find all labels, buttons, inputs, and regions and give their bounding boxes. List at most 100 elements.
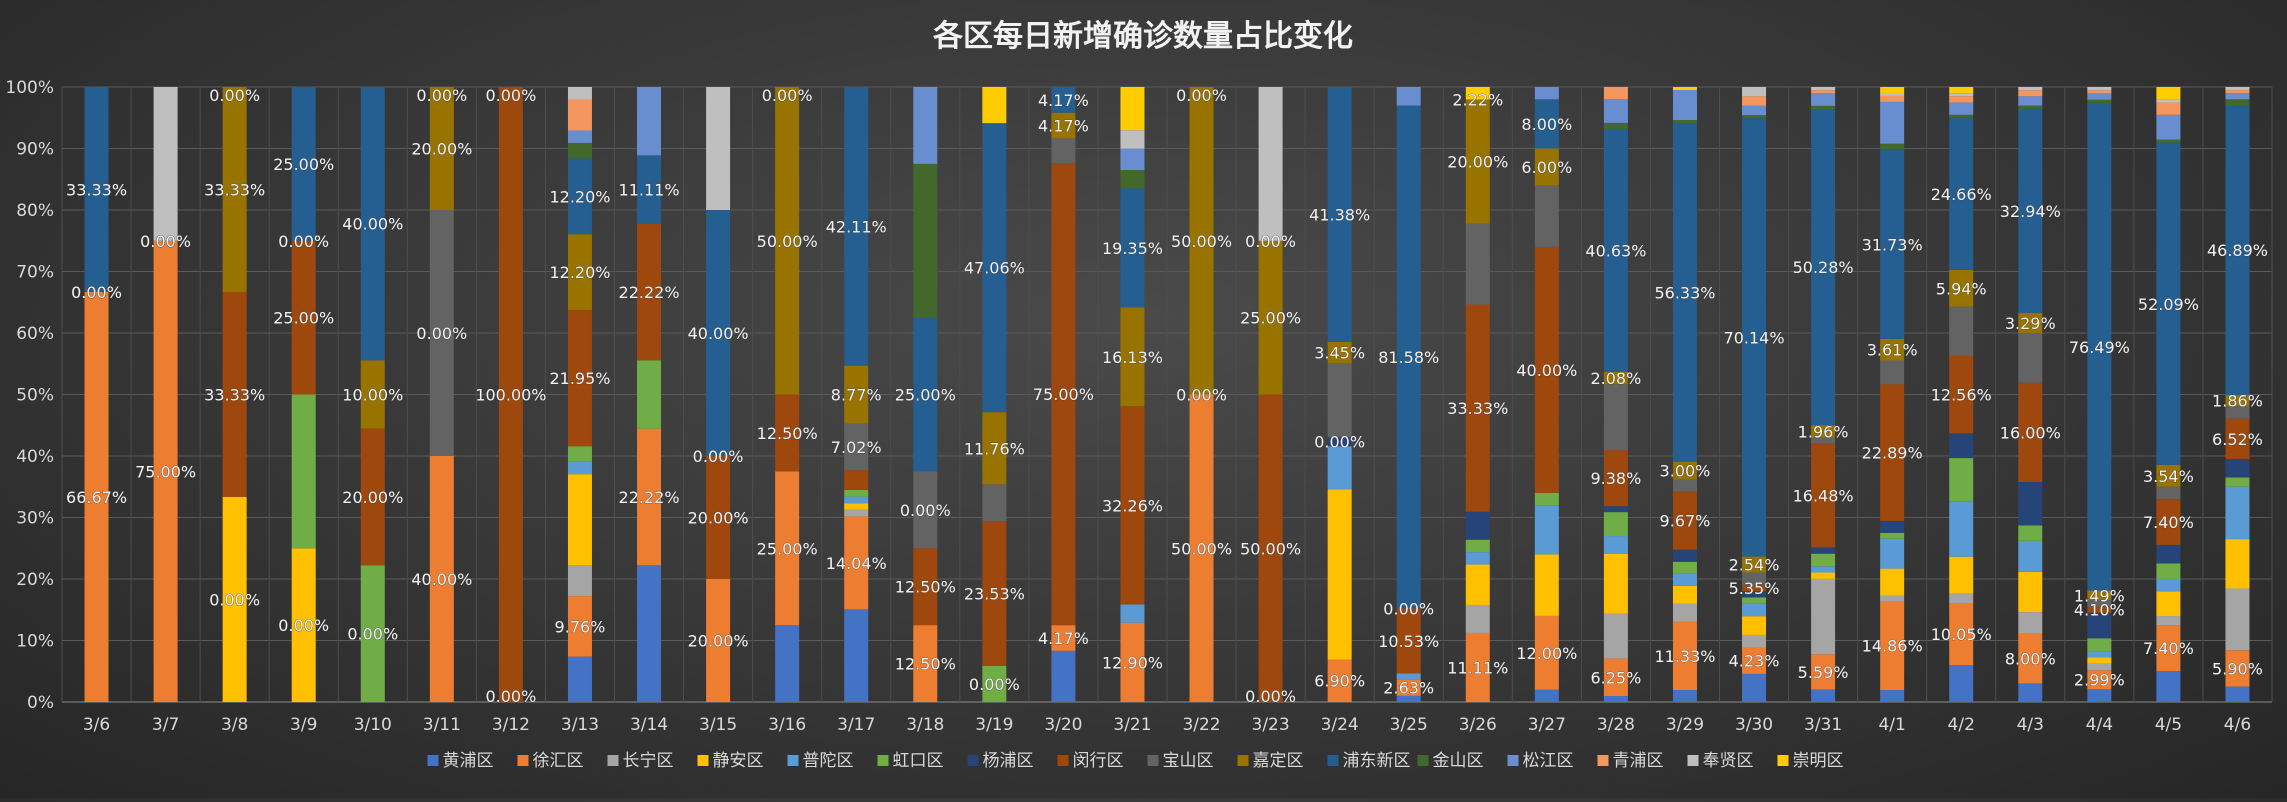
- bar-segment: [844, 509, 869, 517]
- data-label: 4.17%: [1038, 117, 1089, 136]
- data-label: 3.61%: [1867, 341, 1918, 360]
- bar-segment: [1742, 115, 1767, 119]
- data-label: 2.54%: [1729, 556, 1780, 575]
- data-label: 20.00%: [688, 632, 749, 651]
- bar-segment: [2087, 99, 2112, 103]
- bar-segment: [1534, 505, 1559, 555]
- bar-segment: [567, 142, 592, 159]
- data-label: 11.76%: [964, 439, 1025, 458]
- legend-label: 虹口区: [893, 751, 944, 771]
- bar-segment: [775, 625, 800, 702]
- bar-segment: [2225, 686, 2250, 702]
- bar-segment: [2156, 499, 2181, 545]
- data-label: 56.33%: [1654, 283, 1715, 302]
- y-tick-label: 40%: [16, 447, 54, 467]
- bar-segment: [844, 87, 869, 366]
- bar-segment: [1465, 564, 1490, 605]
- legend-swatch: [1057, 755, 1069, 766]
- legend-swatch: [1327, 755, 1339, 766]
- bar-segment: [2225, 93, 2250, 100]
- bar-segment: [1534, 554, 1559, 616]
- data-label: 16.00%: [2000, 423, 2061, 442]
- bar-segment: [1258, 394, 1283, 702]
- legend-swatch: [517, 755, 529, 766]
- bar-segment: [567, 596, 592, 657]
- bar-segment: [1880, 384, 1905, 521]
- data-label: 0.00%: [485, 687, 536, 706]
- y-tick-label: 100%: [5, 78, 54, 98]
- bar-segment: [1742, 584, 1767, 592]
- bar-segment: [637, 87, 662, 156]
- chart-title: 各区每日新增确诊数量占比变化: [932, 19, 1353, 54]
- bar-segment: [567, 234, 592, 310]
- x-tick-label: 3/16: [768, 715, 806, 735]
- data-label: 0.00%: [900, 501, 951, 520]
- bar-segment: [1742, 96, 1767, 106]
- legend-label: 嘉定区: [1253, 751, 1304, 771]
- bar-segment: [1742, 572, 1767, 585]
- data-label: 0.00%: [1314, 433, 1365, 452]
- bar-segment: [2018, 481, 2043, 526]
- data-label: 3.54%: [2143, 467, 2194, 486]
- bar-segment: [291, 240, 316, 395]
- legend-label: 黄浦区: [443, 751, 494, 771]
- bar-segment: [498, 87, 523, 702]
- data-label: 0.00%: [1176, 386, 1227, 405]
- legend-label: 奉贤区: [1703, 751, 1754, 771]
- bar-segment: [1811, 689, 1836, 702]
- bar-segment: [1120, 170, 1145, 189]
- bar-segment: [1465, 511, 1490, 540]
- bar-segment: [1120, 87, 1145, 131]
- x-tick-label: 4/5: [2155, 715, 2182, 735]
- bar-segment: [1327, 659, 1352, 702]
- legend-label: 青浦区: [1613, 751, 1664, 771]
- bar-segment: [567, 474, 592, 566]
- bar-segment: [1603, 696, 1628, 702]
- y-tick-label: 30%: [16, 509, 54, 529]
- bar-segment: [2156, 616, 2181, 626]
- bar-segment: [1949, 664, 1974, 702]
- bar-segment: [1949, 355, 1974, 434]
- x-tick-label: 3/26: [1459, 715, 1497, 735]
- legend-swatch: [427, 755, 439, 766]
- x-tick-label: 3/29: [1666, 715, 1704, 735]
- bar-segment: [2156, 544, 2181, 564]
- bar-segment: [1603, 450, 1628, 507]
- bar-segment: [360, 87, 385, 361]
- bar-segment: [2156, 464, 2181, 487]
- bar-segment: [360, 565, 385, 702]
- data-label: 3.29%: [2005, 314, 2056, 333]
- bar-segment: [567, 87, 592, 100]
- bar-segment: [2087, 651, 2112, 658]
- bar-segment: [2156, 671, 2181, 702]
- bar-segment: [1120, 406, 1145, 605]
- data-label: 5.90%: [2212, 659, 2263, 678]
- bar-segment: [1327, 363, 1352, 438]
- bar-segment: [1672, 689, 1697, 702]
- data-label: 25.00%: [895, 386, 956, 405]
- bar-segment: [567, 565, 592, 597]
- bar-segment: [1465, 99, 1490, 224]
- bar-segment: [1327, 437, 1352, 447]
- bar-segment: [1120, 188, 1145, 308]
- bar-segment: [2018, 382, 2043, 482]
- bar-segment: [1949, 93, 1974, 97]
- bar-segment: [1327, 446, 1352, 490]
- legend-item: 长宁区: [607, 751, 674, 771]
- data-label: 2.08%: [1590, 369, 1641, 388]
- legend-item: 宝山区: [1147, 751, 1214, 771]
- data-label: 10.00%: [342, 386, 403, 405]
- legend: 黄浦区 徐汇区 长宁区 静安区 普陀区 虹口区 杨浦区 闵行区 宝山区 嘉定区 浦东新区 金山区 松江区…: [427, 751, 1844, 771]
- bar-segment: [1880, 601, 1905, 691]
- data-label: 42.11%: [826, 217, 887, 236]
- data-label: 20.00%: [411, 140, 472, 159]
- bar-segment: [2087, 670, 2112, 690]
- data-label: 20.00%: [1447, 153, 1508, 172]
- data-label: 4.10%: [2074, 601, 2125, 620]
- bar-segment: [2225, 394, 2250, 407]
- bar-segment: [2087, 600, 2112, 607]
- data-label: 14.04%: [826, 554, 887, 573]
- data-label: 47.06%: [964, 259, 1025, 278]
- legend-item: 普陀区: [787, 751, 854, 771]
